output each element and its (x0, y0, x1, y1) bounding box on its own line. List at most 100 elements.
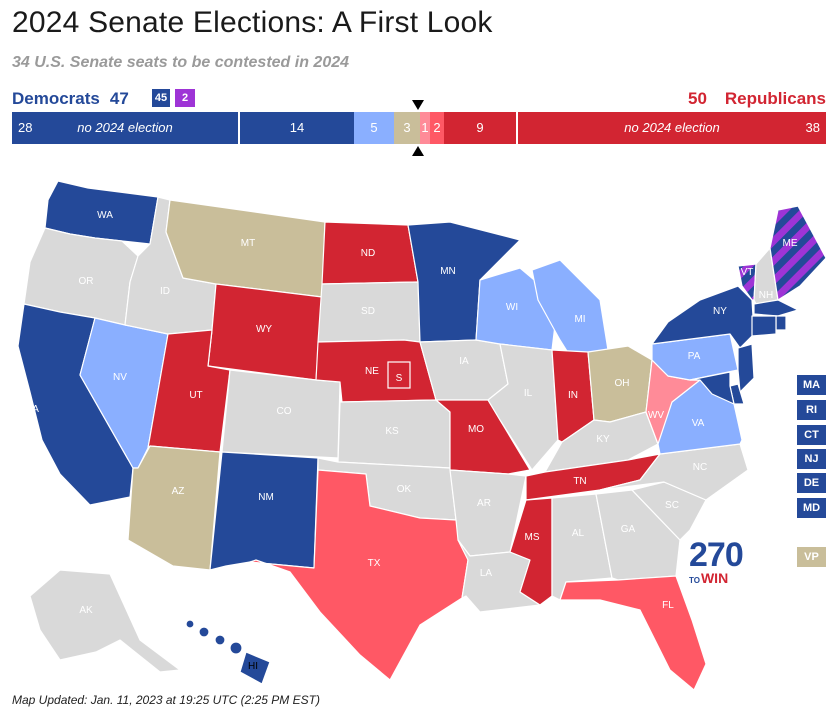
state-HI[interactable] (185, 619, 271, 685)
segment-count: 5 (370, 120, 378, 135)
majority-marker-top (412, 100, 424, 110)
state-UT[interactable] (147, 329, 231, 453)
safe-dem-segment[interactable]: 14 (240, 112, 354, 144)
label-KY: KY (596, 434, 610, 445)
label-NH: NH (759, 290, 773, 301)
label-ND: ND (361, 248, 375, 259)
state-WY[interactable] (207, 283, 323, 381)
state-TX[interactable] (249, 469, 469, 681)
label-FL: FL (662, 600, 674, 611)
label-AZ: AZ (172, 486, 185, 497)
republicans-label: Republicans (724, 89, 826, 108)
segment-count: 1 (421, 120, 429, 135)
label-CO: CO (277, 406, 292, 417)
logo-number: 270 (689, 536, 744, 574)
label-MI: MI (574, 314, 585, 325)
republicans-count: 50 (687, 89, 707, 108)
side-button-NJ[interactable]: NJ (797, 449, 826, 469)
segment-count: 14 (289, 120, 305, 135)
segment-count: 28 (18, 120, 33, 135)
label-ME: ME (783, 238, 798, 249)
side-button-CT[interactable]: CT (797, 425, 826, 445)
independent-seats-badge: 2 (175, 89, 195, 107)
segment-text: no 2024 election (624, 120, 720, 135)
side-button-DE[interactable]: DE (797, 473, 826, 493)
page-title: 2024 Senate Elections: A First Look (12, 6, 493, 39)
republicans-total: 50 Republicans (688, 89, 826, 109)
us-senate-map: WA OR CA NV ID MT WY UT AZ CO NM ND SD N… (17, 180, 827, 691)
label-LA: LA (480, 568, 493, 579)
state-CT[interactable] (751, 315, 777, 337)
label-SD: SD (361, 306, 375, 317)
label-CA: CA (25, 404, 39, 415)
side-button-MD[interactable]: MD (797, 498, 826, 518)
state-AK[interactable] (29, 569, 181, 673)
label-NM: NM (258, 492, 274, 503)
label-OK: OK (397, 484, 412, 495)
state-IA[interactable] (419, 339, 509, 401)
label-NE: NE (365, 366, 379, 377)
vice-president-button[interactable]: VP (797, 547, 826, 567)
dem-no-election-segment[interactable]: 28 no 2024 election (12, 112, 238, 144)
label-KS: KS (385, 426, 399, 437)
likely-rep-segment[interactable]: 2 (430, 112, 444, 144)
tossup-segment[interactable]: 3 (394, 112, 420, 144)
state-NJ[interactable] (737, 343, 755, 393)
label-AR: AR (477, 498, 491, 509)
lean-dem-segment[interactable]: 5 (354, 112, 394, 144)
logo-tagline: TOWIN (689, 570, 743, 588)
label-S: S (396, 373, 403, 384)
rep-no-election-segment[interactable]: no 2024 election 38 (518, 112, 826, 144)
democrats-total: Democrats 47 (12, 89, 129, 109)
state-RI[interactable] (775, 315, 787, 331)
segment-count: 38 (805, 120, 820, 135)
democrats-count: 47 (109, 89, 129, 108)
label-AK: AK (79, 605, 93, 616)
label-SC: SC (665, 500, 679, 511)
majority-marker-bottom (412, 146, 424, 156)
label-OR: OR (79, 276, 94, 287)
label-VT: VT (741, 267, 754, 278)
nebraska-special-marker[interactable] (387, 361, 411, 389)
label-OH: OH (615, 378, 630, 389)
label-VA: VA (692, 418, 705, 429)
label-MN: MN (440, 266, 456, 277)
label-IL: IL (524, 388, 533, 399)
state-MA[interactable] (753, 299, 799, 317)
state-NM[interactable] (209, 451, 319, 571)
logo-to: TO (689, 576, 700, 585)
page-subtitle: 34 U.S. Senate seats to be contested in … (12, 54, 350, 71)
label-IA: IA (459, 356, 469, 367)
side-button-MA[interactable]: MA (797, 375, 826, 395)
label-TX: TX (368, 558, 381, 569)
state-ME[interactable] (769, 205, 827, 301)
label-NY: NY (713, 306, 727, 317)
label-PA: PA (688, 351, 701, 362)
tilt-rep-segment[interactable]: 1 (420, 112, 430, 144)
270towin-logo[interactable]: 270 TOWIN (689, 536, 744, 588)
safe-rep-segment[interactable]: 9 (444, 112, 516, 144)
state-SC[interactable] (631, 481, 707, 541)
label-MO: MO (468, 424, 484, 435)
segment-count: 9 (476, 120, 484, 135)
seat-balance-bar: 28 no 2024 election 14 5 3 1 2 9 no 2024… (12, 112, 826, 144)
state-VT[interactable] (737, 263, 757, 301)
segment-text: no 2024 election (77, 120, 173, 135)
map-updated-timestamp: Map Updated: Jan. 11, 2023 at 19:25 UTC … (12, 693, 320, 707)
state-CA[interactable] (17, 303, 134, 506)
state-MD[interactable] (689, 371, 735, 405)
segment-count: 3 (403, 120, 411, 135)
label-NV: NV (113, 372, 127, 383)
label-MT: MT (241, 238, 255, 249)
label-GA: GA (621, 524, 636, 535)
label-HI: HI (248, 661, 258, 672)
label-NC: NC (693, 462, 707, 473)
state-AZ[interactable] (127, 445, 221, 571)
label-ID: ID (160, 286, 170, 297)
segment-count: 2 (433, 120, 441, 135)
state-FL[interactable] (559, 575, 707, 691)
side-button-RI[interactable]: RI (797, 400, 826, 420)
label-WA: WA (97, 210, 113, 221)
label-TN: TN (573, 476, 586, 487)
state-labels: WA OR CA NV ID MT WY UT AZ CO NM ND SD N… (25, 210, 798, 672)
